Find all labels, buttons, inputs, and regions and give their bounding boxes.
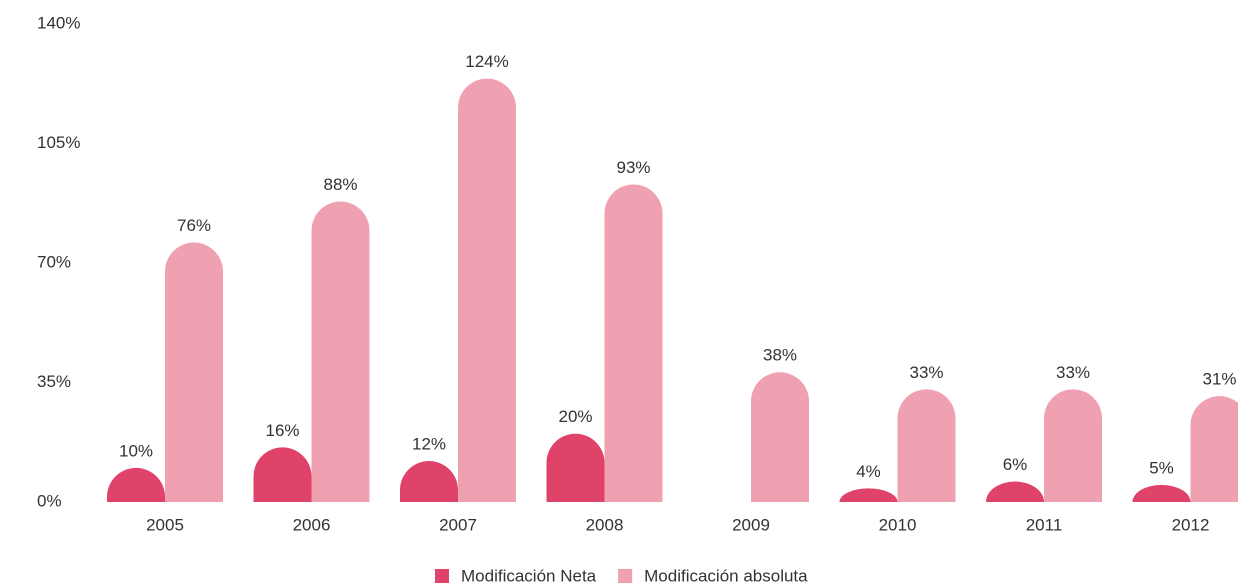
x-tick-label: 2009 xyxy=(732,515,770,534)
y-tick-label: 35% xyxy=(37,372,71,391)
x-tick-label: 2007 xyxy=(439,515,477,534)
bar xyxy=(107,467,165,502)
bar xyxy=(1044,389,1102,502)
value-label: 20% xyxy=(558,407,592,426)
x-tick-label: 2010 xyxy=(879,515,917,534)
legend-swatch xyxy=(618,569,633,583)
bar xyxy=(751,372,809,502)
value-label: 16% xyxy=(265,421,299,440)
bar xyxy=(311,201,370,503)
bar xyxy=(400,461,458,502)
legend-label: Modificación Neta xyxy=(461,566,597,585)
value-label: 93% xyxy=(616,158,650,177)
y-tick-label: 105% xyxy=(37,133,80,152)
bar xyxy=(165,242,223,502)
y-tick-label: 0% xyxy=(37,491,62,510)
value-label: 33% xyxy=(1056,363,1090,382)
bar xyxy=(546,433,605,502)
legend-label: Modificación absoluta xyxy=(644,566,808,585)
x-tick-label: 2005 xyxy=(146,515,184,534)
value-label: 12% xyxy=(412,435,446,454)
y-tick-label: 140% xyxy=(37,13,80,32)
bar xyxy=(604,184,663,502)
value-label: 4% xyxy=(856,462,881,481)
value-label: 38% xyxy=(763,346,797,365)
x-tick-label: 2006 xyxy=(293,515,331,534)
value-label: 5% xyxy=(1149,458,1174,477)
y-tick-label: 70% xyxy=(37,252,71,271)
bar xyxy=(839,488,898,502)
value-label: 33% xyxy=(909,363,943,382)
value-label: 76% xyxy=(177,216,211,235)
bar xyxy=(986,481,1044,502)
x-tick-label: 2011 xyxy=(1026,515,1063,534)
x-tick-label: 2012 xyxy=(1172,515,1210,534)
bar xyxy=(1132,484,1191,502)
x-tick-label: 2008 xyxy=(586,515,624,534)
bar xyxy=(897,389,956,502)
bar xyxy=(458,78,516,502)
value-label: 6% xyxy=(1003,455,1028,474)
value-label: 124% xyxy=(465,52,508,71)
value-label: 88% xyxy=(323,175,357,194)
value-label: 31% xyxy=(1202,370,1236,389)
value-label: 10% xyxy=(119,441,153,460)
legend-swatch xyxy=(435,569,449,583)
bar xyxy=(253,447,312,502)
bar xyxy=(1190,396,1238,502)
